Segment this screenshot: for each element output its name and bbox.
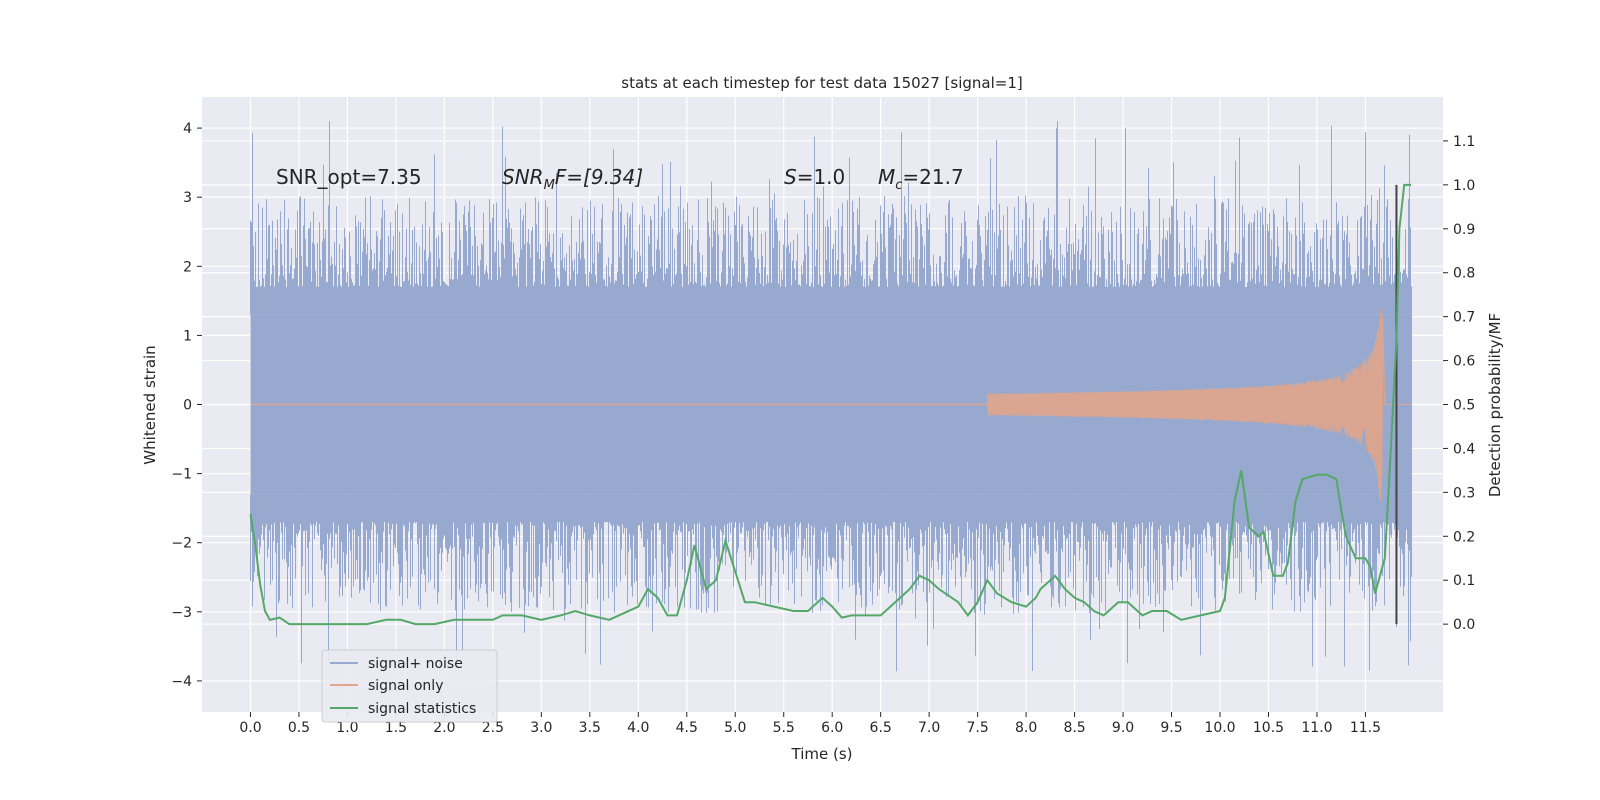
y-right-tick-label: 0.3 xyxy=(1453,485,1475,501)
annotation-snr-opt: SNR_opt=7.35 xyxy=(276,165,422,189)
snr-mf-sub: M xyxy=(544,178,555,193)
signal-only-series xyxy=(250,309,1412,500)
legend-label-noise: signal+ noise xyxy=(368,656,463,672)
y-left-tick-label: −4 xyxy=(171,674,192,690)
y-right-tick-label: 1.1 xyxy=(1453,134,1475,150)
x-tick-label: 10.5 xyxy=(1253,720,1284,736)
mc-value: =21.7 xyxy=(902,165,963,189)
x-tick-label: 5.0 xyxy=(724,720,746,736)
signal-chirp xyxy=(986,309,1412,500)
annotation-snr-mf: SNRMF=[9.34] xyxy=(502,165,643,193)
y-right-tick-label: 0.2 xyxy=(1453,529,1475,545)
mc-var: M xyxy=(878,165,895,189)
y-right-tick-label: 1.0 xyxy=(1453,178,1475,194)
x-tick-label: 1.0 xyxy=(336,720,358,736)
y-left-tick-label: 1 xyxy=(183,328,192,344)
x-axis: 0.0 0.5 1.0 1.5 2.0 2.5 3.0 3.5 4.0 4.5 5.0 5.5 6.0 6… xyxy=(239,712,1381,736)
x-tick-label: 4.0 xyxy=(627,720,649,736)
x-axis-label: Time (s) xyxy=(791,745,853,763)
x-tick-label: 10.0 xyxy=(1204,720,1235,736)
y-right-tick-label: 0.9 xyxy=(1453,222,1475,238)
x-tick-label: 7.0 xyxy=(918,720,940,736)
y-right-tick-label: 0.0 xyxy=(1453,617,1475,633)
snr-mf-suffix: F=[9.34] xyxy=(555,165,643,189)
x-tick-label: 9.0 xyxy=(1112,720,1134,736)
x-tick-label: 11.0 xyxy=(1301,720,1332,736)
x-tick-label: 6.5 xyxy=(870,720,892,736)
y-right-tick-label: 0.7 xyxy=(1453,310,1475,326)
y-axis-left: 4 3 2 1 0 −1 −2 −3 −4 xyxy=(171,121,202,690)
y-axis-right: 1.1 1.0 0.9 0.8 0.7 0.6 0.5 0.4 0.3 0.2 0.1 0.0 xyxy=(1443,134,1475,633)
y-left-tick-label: 4 xyxy=(183,121,192,137)
y-axis-right-label: Detection probability/MF xyxy=(1486,313,1504,497)
s-var: S xyxy=(784,165,797,189)
x-tick-label: 9.5 xyxy=(1160,720,1182,736)
annotation-mc: Mc=21.7 xyxy=(878,165,964,193)
x-tick-label: 11.5 xyxy=(1350,720,1381,736)
signal-statistics-series xyxy=(249,183,1411,626)
y-left-tick-label: 0 xyxy=(183,398,192,414)
legend-label-stats: signal statistics xyxy=(368,701,476,717)
y-right-tick-label: 0.8 xyxy=(1453,266,1475,282)
y-axis-left-label: Whitened strain xyxy=(141,345,159,464)
x-tick-label: 2.0 xyxy=(433,720,455,736)
x-tick-label: 5.5 xyxy=(773,720,795,736)
x-tick-label: 8.5 xyxy=(1063,720,1085,736)
x-tick-label: 3.5 xyxy=(579,720,601,736)
y-left-tick-label: −1 xyxy=(171,467,192,483)
y-left-tick-label: −2 xyxy=(171,536,192,552)
x-tick-label: 0.5 xyxy=(288,720,310,736)
noise-spikes-positive xyxy=(250,121,1412,315)
chart-title: stats at each timestep for test data 150… xyxy=(621,74,1022,92)
x-tick-label: 1.5 xyxy=(385,720,407,736)
x-tick-label: 8.0 xyxy=(1015,720,1037,736)
noise-spikes-negative xyxy=(250,494,1412,672)
x-tick-label: 4.5 xyxy=(676,720,698,736)
y-right-tick-label: 0.6 xyxy=(1453,354,1475,370)
x-tick-label: 2.5 xyxy=(482,720,504,736)
x-tick-label: 7.5 xyxy=(966,720,988,736)
x-tick-label: 0.0 xyxy=(239,720,261,736)
s-value: =1.0 xyxy=(797,165,846,189)
snr-mf-base: SNR xyxy=(502,165,544,189)
x-tick-label: 6.0 xyxy=(821,720,843,736)
y-right-tick-label: 0.5 xyxy=(1453,398,1475,414)
y-right-tick-label: 0.1 xyxy=(1453,573,1475,589)
x-tick-label: 3.0 xyxy=(530,720,552,736)
legend-box xyxy=(321,649,498,723)
annotation-s: S=1.0 xyxy=(784,165,845,189)
y-right-tick-label: 0.4 xyxy=(1453,441,1475,457)
legend-label-signal: signal only xyxy=(368,678,443,694)
mc-sub: c xyxy=(895,178,902,193)
y-left-tick-label: 2 xyxy=(183,259,192,275)
y-left-tick-label: 3 xyxy=(183,190,192,206)
y-left-tick-label: −3 xyxy=(171,605,192,621)
legend: signal+ noise signal only signal statist… xyxy=(321,649,498,723)
